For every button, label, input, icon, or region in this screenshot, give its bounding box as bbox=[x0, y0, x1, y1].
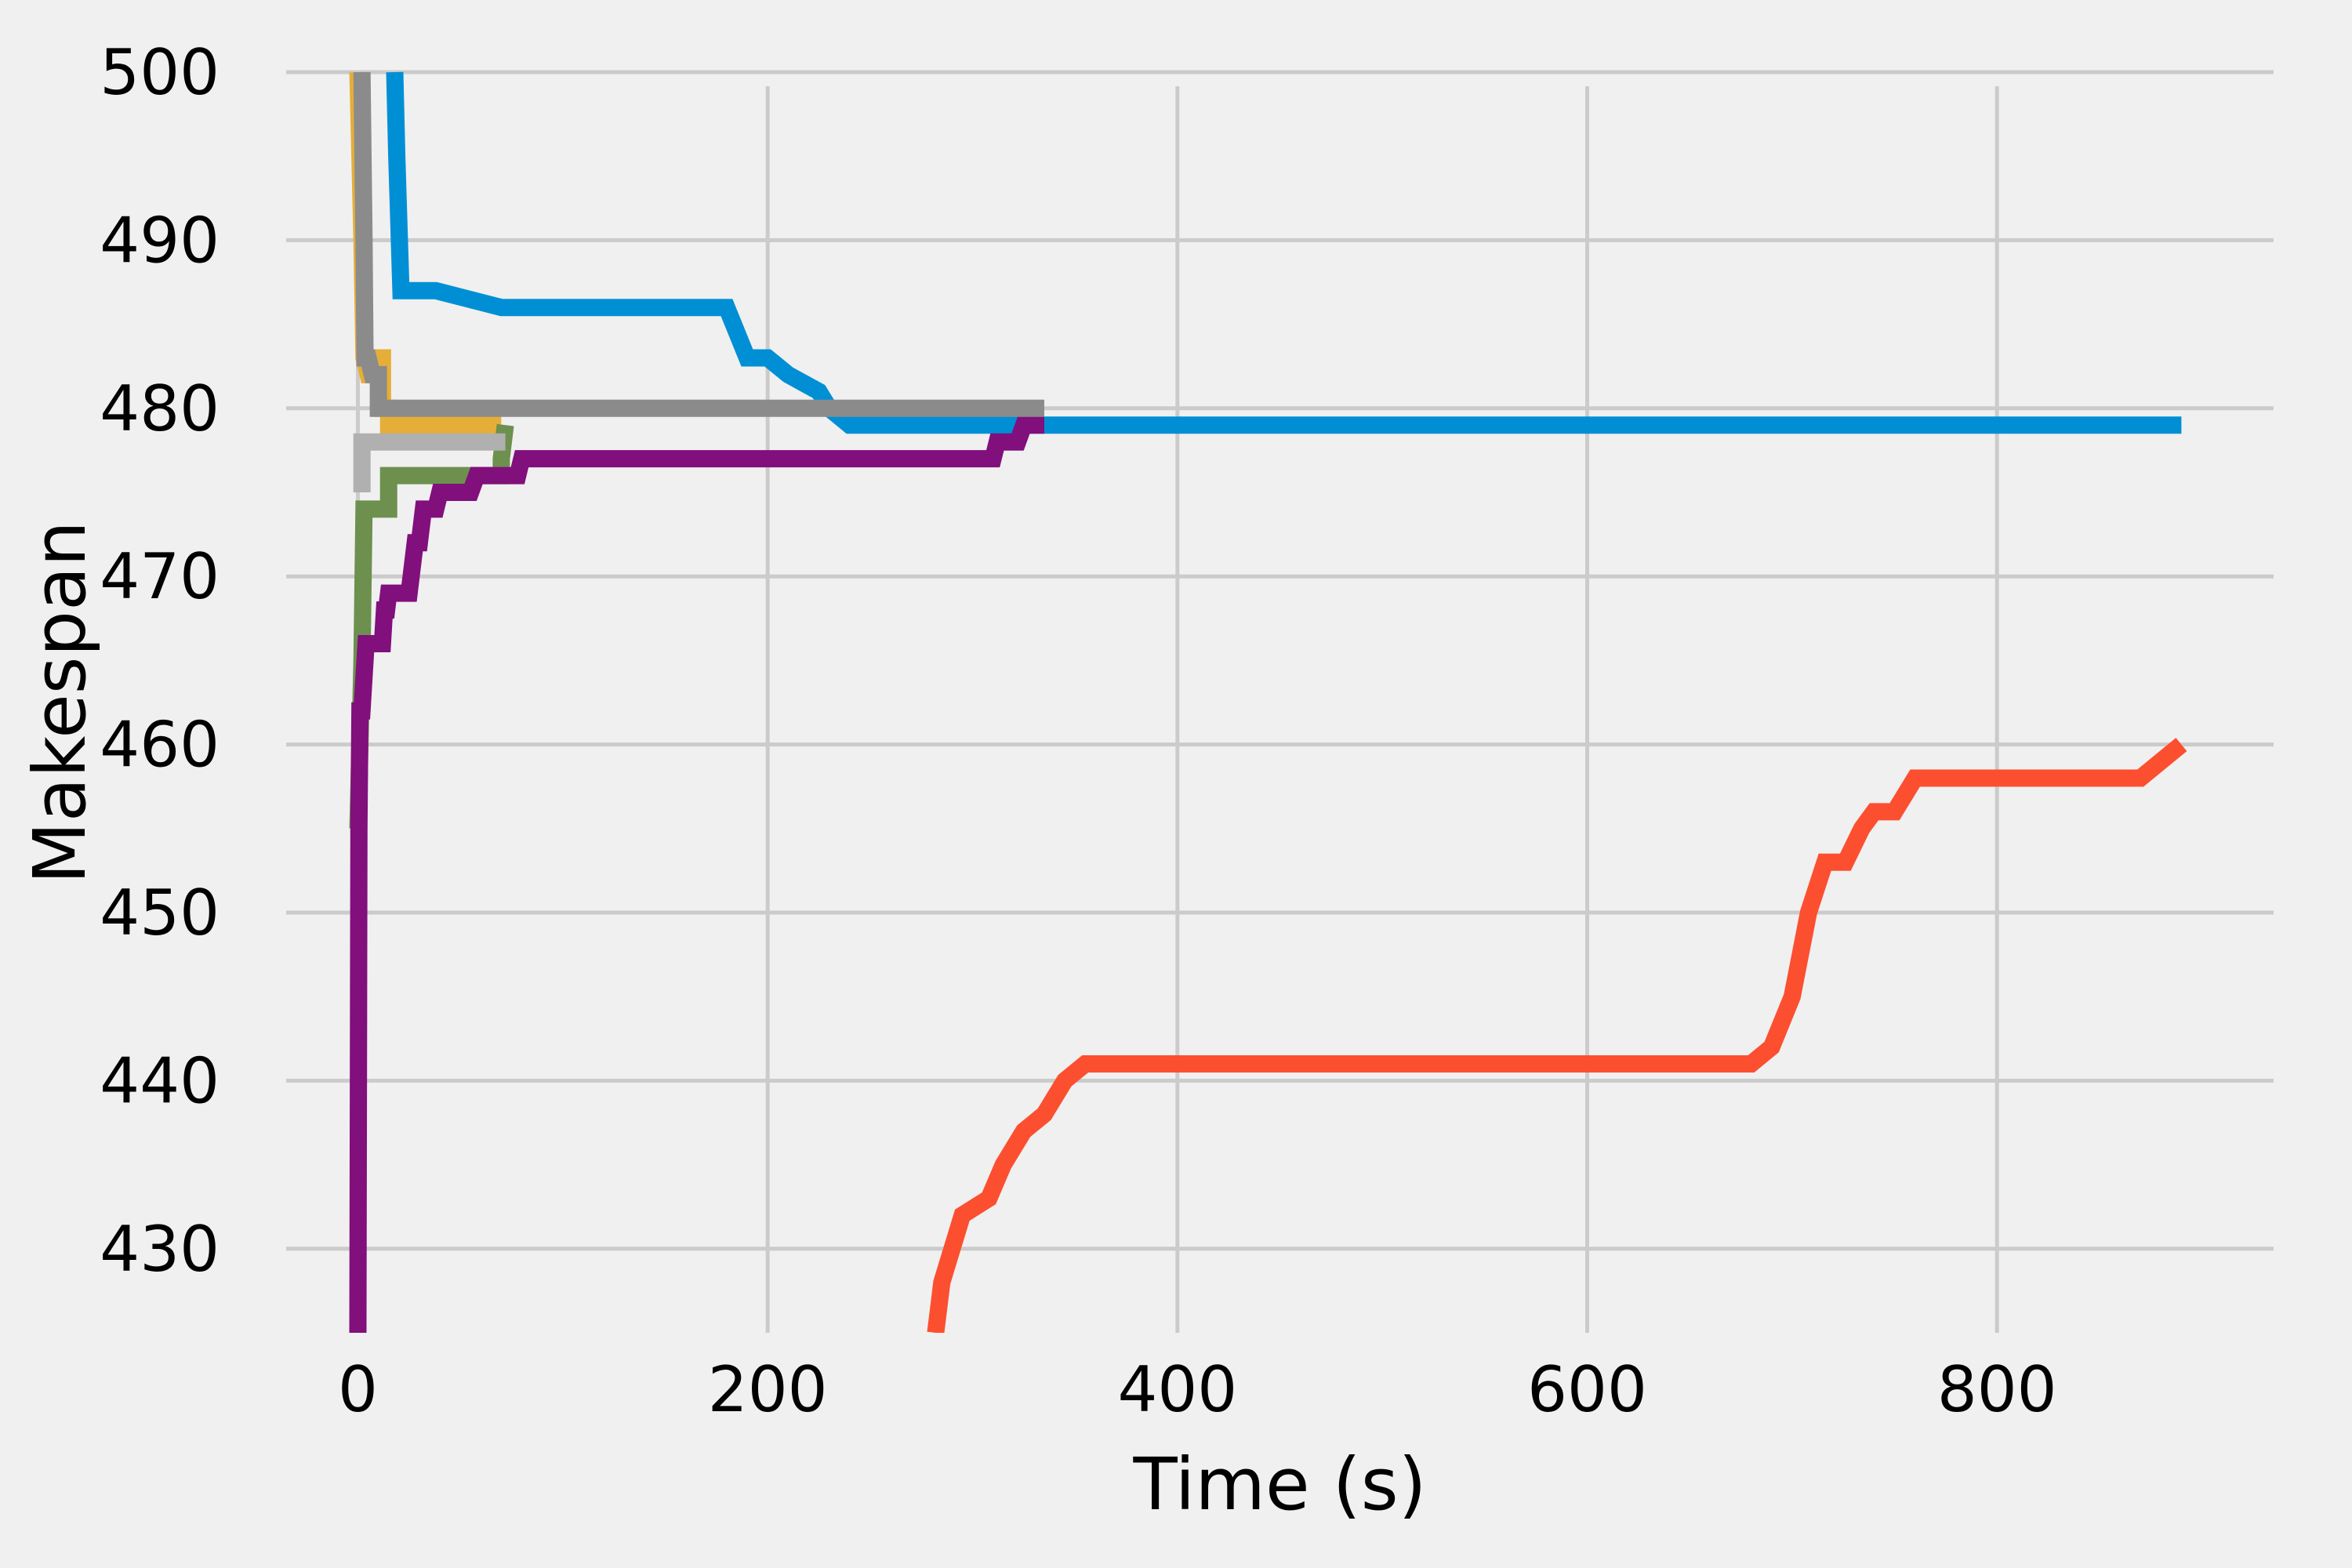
y-axis-label: Makespan bbox=[18, 521, 102, 884]
y-tick-label: 490 bbox=[100, 204, 220, 277]
series-line-6 bbox=[349, 416, 1044, 1333]
series-line-3 bbox=[353, 433, 506, 492]
series-line-5 bbox=[927, 738, 2187, 1333]
y-tick-label: 500 bbox=[100, 36, 220, 109]
series-line-7 bbox=[353, 71, 1044, 417]
y-tick-label: 450 bbox=[100, 877, 220, 949]
x-tick-label: 600 bbox=[1527, 1353, 1647, 1426]
x-tick-label: 0 bbox=[338, 1353, 378, 1426]
series-line-4 bbox=[386, 71, 2182, 434]
x-tick-label: 800 bbox=[1937, 1353, 2057, 1426]
y-tick-label: 480 bbox=[100, 372, 220, 445]
y-tick-label: 430 bbox=[100, 1213, 220, 1286]
x-axis-label: Time (s) bbox=[1132, 1443, 1426, 1526]
series-group bbox=[349, 71, 2187, 1333]
y-tick-label: 440 bbox=[100, 1044, 220, 1117]
y-tick-label: 470 bbox=[100, 540, 220, 613]
x-tick-label: 400 bbox=[1117, 1353, 1237, 1426]
tick-labels: 0 200 400 600 800 430 440 450 460 470 480 490 500 bbox=[100, 36, 2056, 1426]
y-tick-label: 460 bbox=[100, 709, 220, 782]
grid bbox=[286, 70, 2274, 1333]
x-tick-label: 200 bbox=[708, 1353, 828, 1426]
